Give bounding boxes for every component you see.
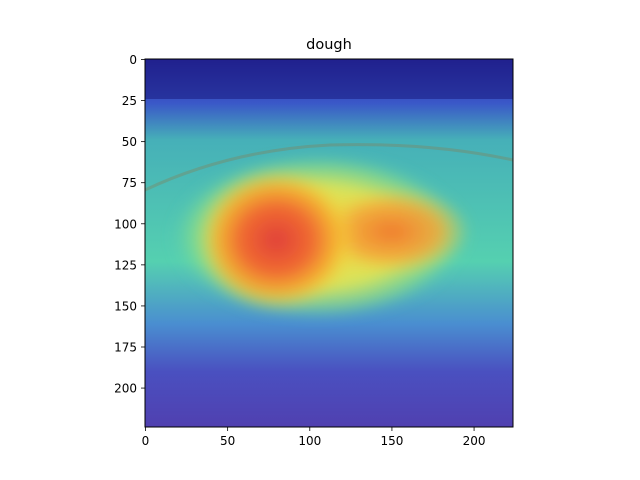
- chart-title: dough: [306, 37, 352, 53]
- plot-frame: [144, 58, 514, 428]
- x-axis: 0 50 100 150 200: [142, 427, 486, 448]
- y-tick-label: 75: [122, 176, 137, 190]
- y-tick-label: 125: [114, 258, 137, 272]
- x-tick-label: 150: [380, 434, 403, 448]
- y-tick-label: 175: [114, 341, 137, 355]
- bowl-rim-shadow: [145, 143, 513, 192]
- x-tick-label: 50: [220, 434, 235, 448]
- chart-title-group: dough: [306, 37, 352, 53]
- x-tick-label: 0: [142, 434, 150, 448]
- y-tick-label: 100: [114, 217, 137, 231]
- y-tick-label: 50: [122, 135, 137, 149]
- x-tick-label: 200: [463, 434, 486, 448]
- y-tick-label: 25: [122, 94, 137, 108]
- x-tick-label: 100: [298, 434, 321, 448]
- y-axis: 0 25 50 75 100 125 150 175 200: [114, 53, 145, 396]
- y-tick-label: 200: [114, 382, 137, 396]
- y-tick-label: 150: [114, 299, 137, 313]
- heatmap-plot-area: [145, 59, 513, 427]
- heatmap-dark-top: [145, 59, 513, 99]
- heatmap-hotspot: [197, 167, 356, 312]
- y-tick-label: 0: [129, 53, 137, 67]
